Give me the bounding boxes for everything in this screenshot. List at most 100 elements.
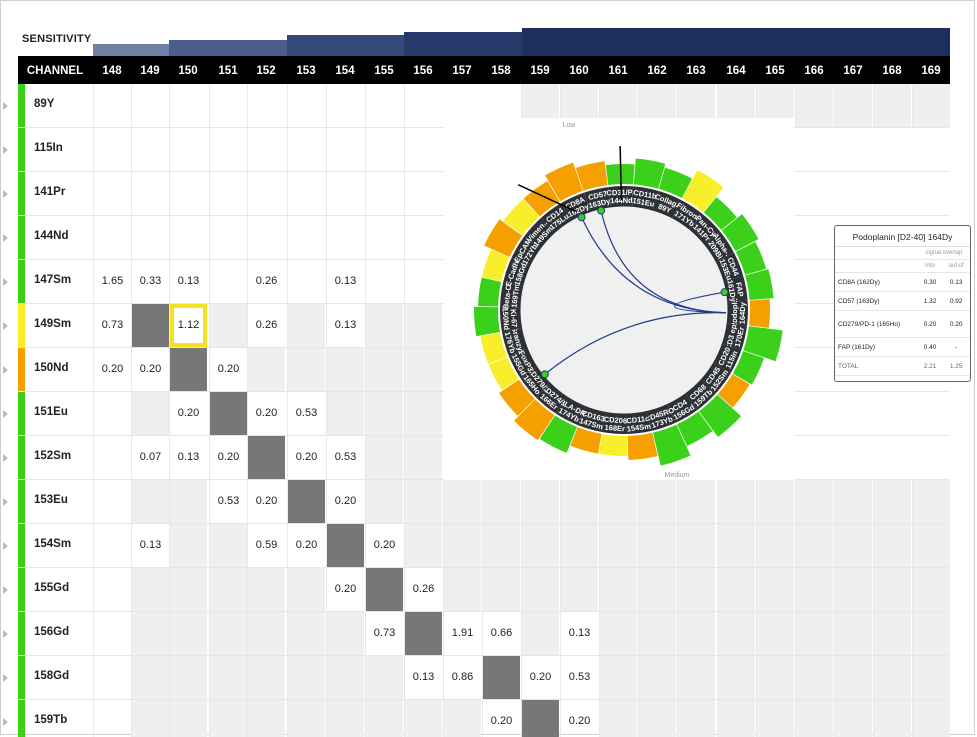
overlap-cell[interactable] — [717, 524, 755, 567]
overlap-cell[interactable] — [834, 656, 872, 699]
overlap-cell[interactable] — [326, 392, 364, 435]
overlap-cell[interactable] — [93, 128, 131, 171]
ring-segment[interactable] — [539, 415, 578, 453]
overlap-cell[interactable] — [247, 700, 285, 737]
overlap-cell[interactable] — [873, 524, 911, 567]
overlap-cell[interactable] — [365, 700, 403, 737]
overlap-cell[interactable] — [326, 348, 364, 391]
overlap-cell[interactable] — [756, 480, 794, 523]
column-header-163[interactable]: 163 — [686, 65, 706, 77]
overlap-cell[interactable] — [365, 568, 403, 611]
overlap-cell[interactable]: 0.86 — [443, 656, 481, 699]
overlap-cell[interactable]: 1.91 — [443, 612, 481, 655]
column-header-152[interactable]: 152 — [256, 65, 276, 77]
overlap-cell[interactable] — [365, 172, 403, 215]
column-header-166[interactable]: 166 — [804, 65, 824, 77]
overlap-cell[interactable] — [599, 612, 637, 655]
row-expand-icon[interactable] — [3, 366, 8, 374]
channel-row-155Gd[interactable]: 155Gd 0.20 0.26 — [0, 568, 977, 612]
ring-segment[interactable] — [499, 379, 535, 416]
overlap-cell[interactable] — [169, 348, 207, 391]
row-expand-icon[interactable] — [3, 410, 8, 418]
column-header-164[interactable]: 164 — [726, 65, 746, 77]
overlap-cell[interactable]: 1.12 — [169, 304, 207, 347]
overlap-cell[interactable] — [404, 524, 442, 567]
column-header-156[interactable]: 156 — [413, 65, 433, 77]
overlap-cell[interactable]: 0.07 — [131, 436, 169, 479]
ring-segment[interactable] — [474, 306, 500, 337]
overlap-cell[interactable]: 0.53 — [326, 436, 364, 479]
overlap-cell[interactable] — [756, 524, 794, 567]
row-expand-icon[interactable] — [3, 718, 8, 726]
overlap-cell[interactable] — [131, 304, 169, 347]
overlap-cell[interactable] — [873, 656, 911, 699]
overlap-cell[interactable] — [131, 480, 169, 523]
overlap-cell[interactable] — [404, 612, 442, 655]
overlap-cell[interactable] — [795, 524, 833, 567]
link-node[interactable] — [720, 288, 729, 297]
overlap-cell[interactable] — [287, 172, 325, 215]
overlap-cell[interactable]: 0.66 — [482, 612, 520, 655]
overlap-cell[interactable] — [209, 700, 247, 737]
overlap-cell[interactable] — [834, 568, 872, 611]
row-expand-icon[interactable] — [3, 146, 8, 154]
ring-segment[interactable] — [481, 249, 510, 282]
marker-label[interactable]: CD11c154Sm — [625, 414, 652, 434]
overlap-cell[interactable] — [209, 216, 247, 259]
overlap-cell[interactable] — [287, 656, 325, 699]
overlap-cell[interactable]: 0.53 — [560, 656, 598, 699]
overlap-cell[interactable] — [169, 216, 207, 259]
overlap-cell[interactable] — [521, 700, 559, 737]
ring-segment[interactable] — [627, 432, 658, 460]
overlap-cell[interactable] — [365, 348, 403, 391]
overlap-cell[interactable]: 0.20 — [93, 348, 131, 391]
ring-segment[interactable] — [677, 411, 713, 447]
overlap-cell[interactable] — [599, 656, 637, 699]
ring-segment[interactable] — [743, 326, 783, 362]
overlap-cell[interactable]: 0.20 — [482, 700, 520, 737]
overlap-cell[interactable] — [795, 480, 833, 523]
column-header-161[interactable]: 161 — [608, 65, 628, 77]
overlap-cell[interactable] — [247, 656, 285, 699]
ring-segment[interactable] — [652, 424, 691, 466]
overlap-cell[interactable] — [287, 128, 325, 171]
column-header-158[interactable]: 158 — [491, 65, 511, 77]
overlap-cell[interactable] — [677, 612, 715, 655]
overlap-cell[interactable]: 0.20 — [131, 348, 169, 391]
overlap-cell[interactable]: 0.20 — [247, 392, 285, 435]
ring-segment[interactable] — [717, 374, 750, 408]
overlap-cell[interactable]: 0.26 — [404, 568, 442, 611]
overlap-cell[interactable] — [131, 172, 169, 215]
overlap-cell[interactable]: 0.13 — [169, 260, 207, 303]
overlap-cell[interactable] — [482, 656, 520, 699]
overlap-cell[interactable] — [521, 568, 559, 611]
overlap-cell[interactable] — [599, 700, 637, 737]
overlap-cell[interactable] — [599, 524, 637, 567]
row-expand-icon[interactable] — [3, 454, 8, 462]
overlap-cell[interactable] — [287, 700, 325, 737]
ring-segment[interactable] — [749, 299, 770, 328]
channel-row-158Gd[interactable]: 158Gd 0.13 0.86 0.20 0.53 — [0, 656, 977, 700]
overlap-cell[interactable] — [443, 568, 481, 611]
overlap-cell[interactable] — [287, 84, 325, 127]
ring-segment[interactable] — [570, 427, 602, 454]
overlap-cell[interactable] — [365, 260, 403, 303]
overlap-cell[interactable] — [638, 656, 676, 699]
ring-segment[interactable] — [480, 332, 507, 364]
overlap-cell[interactable] — [912, 524, 950, 567]
overlap-cell[interactable] — [365, 216, 403, 259]
ring-segment[interactable] — [523, 181, 560, 217]
overlap-cell[interactable] — [717, 656, 755, 699]
overlap-cell[interactable]: 0.13 — [326, 304, 364, 347]
overlap-cell[interactable] — [404, 348, 442, 391]
overlap-cell[interactable] — [717, 480, 755, 523]
overlap-cell[interactable] — [365, 304, 403, 347]
overlap-cell[interactable] — [365, 392, 403, 435]
overlap-cell[interactable] — [677, 700, 715, 737]
overlap-cell[interactable] — [365, 436, 403, 479]
overlap-cell[interactable] — [756, 700, 794, 737]
marker-label[interactable]: Podopl..164Dy — [730, 298, 748, 328]
overlap-cell[interactable]: 0.13 — [169, 436, 207, 479]
overlap-cell[interactable] — [326, 612, 364, 655]
overlap-cell[interactable]: 1.65 — [93, 260, 131, 303]
